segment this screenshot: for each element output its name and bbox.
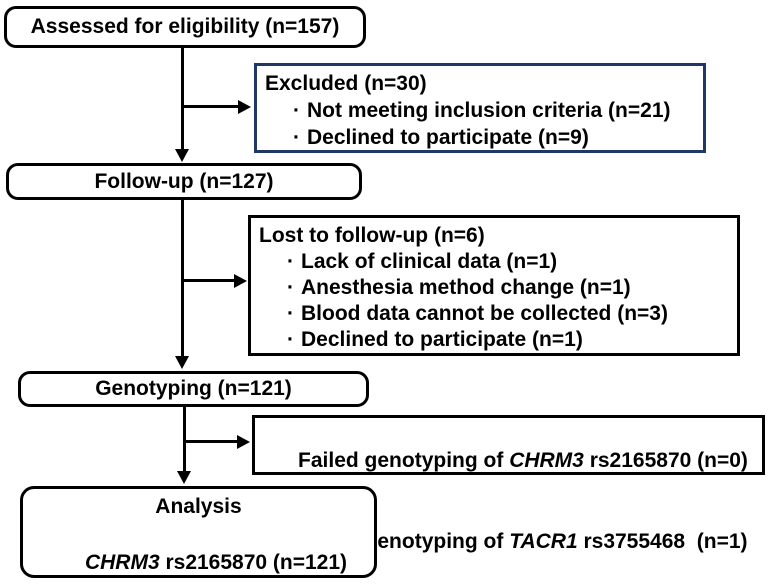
gene-name: CHRM3 — [509, 449, 584, 472]
assessed-box: Assessed for eligibility (n=157) — [4, 6, 366, 48]
analysis-line-post: rs2165870 (n=121) — [159, 551, 348, 574]
arrow-branch-excluded-head-icon — [238, 100, 251, 114]
failed-line-post: rs3755468 (n=1) — [577, 530, 748, 553]
arrow-assessed-to-followup-shaft — [181, 48, 184, 151]
arrow-branch-failed-head-icon — [237, 435, 250, 449]
assessed-label: Assessed for eligibility (n=157) — [30, 15, 340, 38]
gene-name: TACR1 — [509, 530, 578, 553]
excluded-item-text: Declined to participate (n=9) — [307, 126, 589, 149]
excluded-item-text: Not meeting inclusion criteria (n=21) — [307, 99, 671, 122]
followup-box: Follow-up (n=127) — [6, 163, 362, 200]
excluded-title: Excluded (n=30) — [265, 72, 427, 95]
arrow-followup-to-genotyping-shaft — [181, 200, 184, 357]
lost-item-text: Anesthesia method change (n=1) — [301, 276, 631, 299]
failed-line-pre: Failed genotyping of — [298, 449, 510, 472]
lost-to-followup-box: Lost to follow-up (n=6) · Lack of clinica… — [248, 215, 740, 356]
lost-item: · Declined to participate (n=1) — [251, 327, 737, 353]
analysis-title: Analysis — [155, 495, 242, 518]
lost-item-text: Declined to participate (n=1) — [301, 328, 583, 351]
arrow-branch-excluded-shaft — [182, 105, 238, 108]
arrow-assessed-to-followup-head-icon — [175, 149, 189, 162]
arrow-branch-lost-head-icon — [234, 274, 247, 288]
bullet-dot-icon: · — [287, 328, 294, 351]
lost-title: Lost to follow-up (n=6) — [259, 224, 485, 247]
lost-item: · Blood data cannot be collected (n=3) — [251, 301, 737, 327]
bullet-dot-icon: · — [287, 276, 294, 299]
analysis-line: CHRM3 rs2165870 (n=121) — [23, 521, 374, 586]
gene-name: CHRM3 — [84, 551, 160, 574]
genotyping-box: Genotyping (n=121) — [18, 371, 369, 407]
bullet-dot-icon: · — [293, 99, 300, 122]
arrow-genotyping-to-analysis-shaft — [183, 407, 186, 472]
excluded-item: · Declined to participate (n=9) — [257, 124, 703, 151]
failed-genotyping-box: Failed genotyping of CHRM3 rs2165870 (n=… — [252, 415, 765, 553]
arrow-genotyping-to-analysis-head-icon — [177, 471, 191, 484]
arrow-branch-failed-shaft — [184, 440, 237, 443]
bullet-dot-icon: · — [293, 126, 300, 149]
excluded-box: Excluded (n=30) · Not meeting inclusion c… — [254, 63, 706, 153]
arrow-branch-lost-shaft — [182, 279, 234, 282]
excluded-item: · Not meeting inclusion criteria (n=21) — [257, 97, 703, 124]
arrow-followup-to-genotyping-head-icon — [175, 356, 189, 369]
analysis-box: Analysis CHRM3 rs2165870 (n=121) TACR1 r… — [20, 486, 377, 578]
bullet-dot-icon: · — [287, 250, 294, 273]
followup-label: Follow-up (n=127) — [94, 169, 274, 193]
lost-item: · Anesthesia method change (n=1) — [251, 275, 737, 301]
lost-item-text: Blood data cannot be collected (n=3) — [301, 302, 668, 325]
bullet-dot-icon: · — [287, 302, 294, 325]
genotyping-label: Genotyping (n=121) — [95, 377, 292, 400]
failed-line-post: rs2165870 (n=0) — [583, 449, 748, 472]
lost-item-text: Lack of clinical data (n=1) — [301, 250, 558, 273]
failed-line: Failed genotyping of CHRM3 rs2165870 (n=… — [263, 420, 762, 501]
lost-item: · Lack of clinical data (n=1) — [251, 249, 737, 275]
